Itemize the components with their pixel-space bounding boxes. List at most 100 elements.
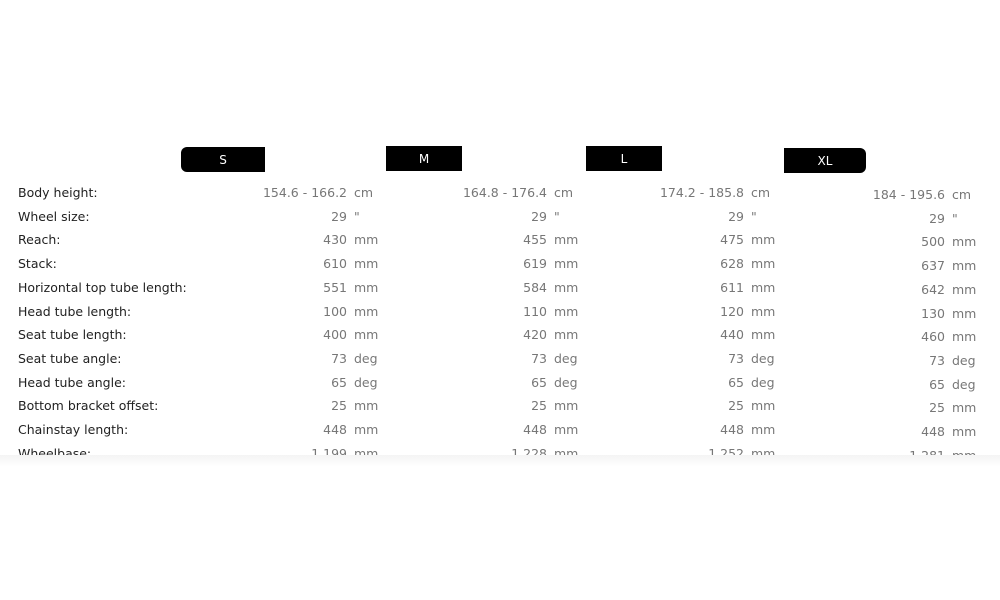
row-value: 642 xyxy=(921,281,945,297)
table-row: Bottom bracket offset: 25 mm 25 mm 25 mm 25 mm xyxy=(0,398,1000,418)
row-unit: deg xyxy=(354,350,378,366)
row-value: 448 xyxy=(323,422,347,437)
row-unit: deg xyxy=(952,376,976,392)
row-label: Chainstay length: xyxy=(18,422,129,437)
row-unit: cm xyxy=(354,185,374,200)
row-unit: mm xyxy=(354,327,379,343)
size-tab-s[interactable]: S xyxy=(181,147,265,172)
table-row: Chainstay length: 448 mm 448 mm 448 mm 448 mm xyxy=(0,422,1000,442)
row-value: 184 - 195.6 xyxy=(872,187,945,202)
row-unit: mm xyxy=(554,256,579,272)
row-value: 584 xyxy=(523,279,547,295)
row-unit: deg xyxy=(554,350,578,366)
row-value: 455 xyxy=(523,232,547,248)
row-value: 73 xyxy=(331,350,347,366)
row-value: 73 xyxy=(929,352,945,368)
row-value: 430 xyxy=(323,232,347,248)
row-value: 440 xyxy=(720,327,744,343)
row-unit: mm xyxy=(952,258,977,274)
row-unit: " xyxy=(554,208,560,224)
row-unit: mm xyxy=(751,398,776,414)
size-tab-xl[interactable]: XL xyxy=(784,148,866,173)
row-unit: mm xyxy=(952,281,977,297)
table-row: Seat tube angle: 73 deg 73 deg 73 deg 73 deg xyxy=(0,351,1000,371)
row-unit: mm xyxy=(751,279,776,295)
row-value: 100 xyxy=(323,303,347,319)
table-row: Reach: 430 mm 455 mm 475 mm 500 mm xyxy=(0,232,1000,252)
row-label: Seat tube angle: xyxy=(18,350,122,366)
row-value: 65 xyxy=(929,376,945,392)
table-row: Stack: 610 mm 619 mm 628 mm 637 mm xyxy=(0,256,1000,276)
row-unit: mm xyxy=(354,303,379,319)
row-label: Seat tube length: xyxy=(18,327,127,343)
row-value: 25 xyxy=(929,400,945,416)
row-value: 475 xyxy=(720,232,744,248)
row-value: 73 xyxy=(728,350,744,366)
row-value: 25 xyxy=(531,398,547,414)
row-label: Reach: xyxy=(18,232,61,248)
table-row: Head tube angle: 65 deg 65 deg 65 deg 65 deg xyxy=(0,375,1000,395)
row-value: 120 xyxy=(720,303,744,319)
table-row: Seat tube length: 400 mm 420 mm 440 mm 460 mm xyxy=(0,327,1000,347)
row-unit: " xyxy=(354,208,360,224)
row-unit: mm xyxy=(554,422,579,437)
row-unit: deg xyxy=(751,350,775,366)
row-unit: mm xyxy=(354,232,379,248)
row-unit: cm xyxy=(751,185,771,200)
row-value: 154.6 - 166.2 xyxy=(262,185,347,200)
row-value: 500 xyxy=(921,234,945,250)
row-unit: mm xyxy=(952,234,977,250)
row-label: Body height: xyxy=(18,185,98,200)
row-unit: mm xyxy=(554,303,579,319)
row-unit: " xyxy=(751,208,757,224)
row-unit: mm xyxy=(751,327,776,343)
table-row: Body height: 154.6 - 166.2 cm 164.8 - 176.4… xyxy=(0,185,1000,205)
row-value: 551 xyxy=(323,279,347,295)
row-unit: mm xyxy=(751,256,776,272)
row-value: 628 xyxy=(720,256,744,272)
row-unit: mm xyxy=(354,279,379,295)
row-value: 25 xyxy=(331,398,347,414)
row-value: 619 xyxy=(523,256,547,272)
row-unit: " xyxy=(952,210,958,226)
row-unit: cm xyxy=(952,187,972,202)
row-unit: mm xyxy=(354,422,379,437)
row-label: Head tube length: xyxy=(18,303,132,319)
row-unit: cm xyxy=(554,185,574,200)
row-value: 164.8 - 176.4 xyxy=(462,185,547,200)
row-unit: mm xyxy=(554,398,579,414)
row-value: 448 xyxy=(720,422,744,437)
row-unit: mm xyxy=(354,256,379,272)
row-value: 29 xyxy=(728,208,744,224)
row-unit: mm xyxy=(952,305,977,321)
table-row: Head tube length: 100 mm 110 mm 120 mm 130 mm xyxy=(0,304,1000,324)
size-tab-m[interactable]: M xyxy=(386,146,462,171)
table-row: Horizontal top tube length: 551 mm 584 mm 611… xyxy=(0,280,1000,300)
table-row: Wheel size: 29 " 29 " 29 " 29 " xyxy=(0,209,1000,229)
row-unit: mm xyxy=(751,232,776,248)
row-value: 29 xyxy=(531,208,547,224)
size-tab-l[interactable]: L xyxy=(586,146,662,171)
row-unit: mm xyxy=(751,303,776,319)
row-value: 73 xyxy=(531,350,547,366)
row-value: 130 xyxy=(921,305,945,321)
row-unit: mm xyxy=(554,279,579,295)
row-value: 110 xyxy=(523,303,547,319)
row-value: 174.2 - 185.8 xyxy=(659,185,744,200)
row-label: Horizontal top tube length: xyxy=(18,279,187,295)
row-label: Bottom bracket offset: xyxy=(18,398,159,414)
row-unit: mm xyxy=(952,329,977,345)
row-value: 420 xyxy=(523,327,547,343)
row-unit: deg xyxy=(554,374,578,390)
row-value: 448 xyxy=(523,422,547,437)
table-bottom-shadow xyxy=(0,455,1000,467)
row-value: 25 xyxy=(728,398,744,414)
row-unit: mm xyxy=(952,400,977,416)
row-unit: mm xyxy=(952,424,977,439)
row-unit: deg xyxy=(751,374,775,390)
row-unit: deg xyxy=(952,352,976,368)
row-value: 400 xyxy=(323,327,347,343)
row-label: Head tube angle: xyxy=(18,374,126,390)
row-value: 460 xyxy=(921,329,945,345)
row-value: 448 xyxy=(921,424,945,439)
